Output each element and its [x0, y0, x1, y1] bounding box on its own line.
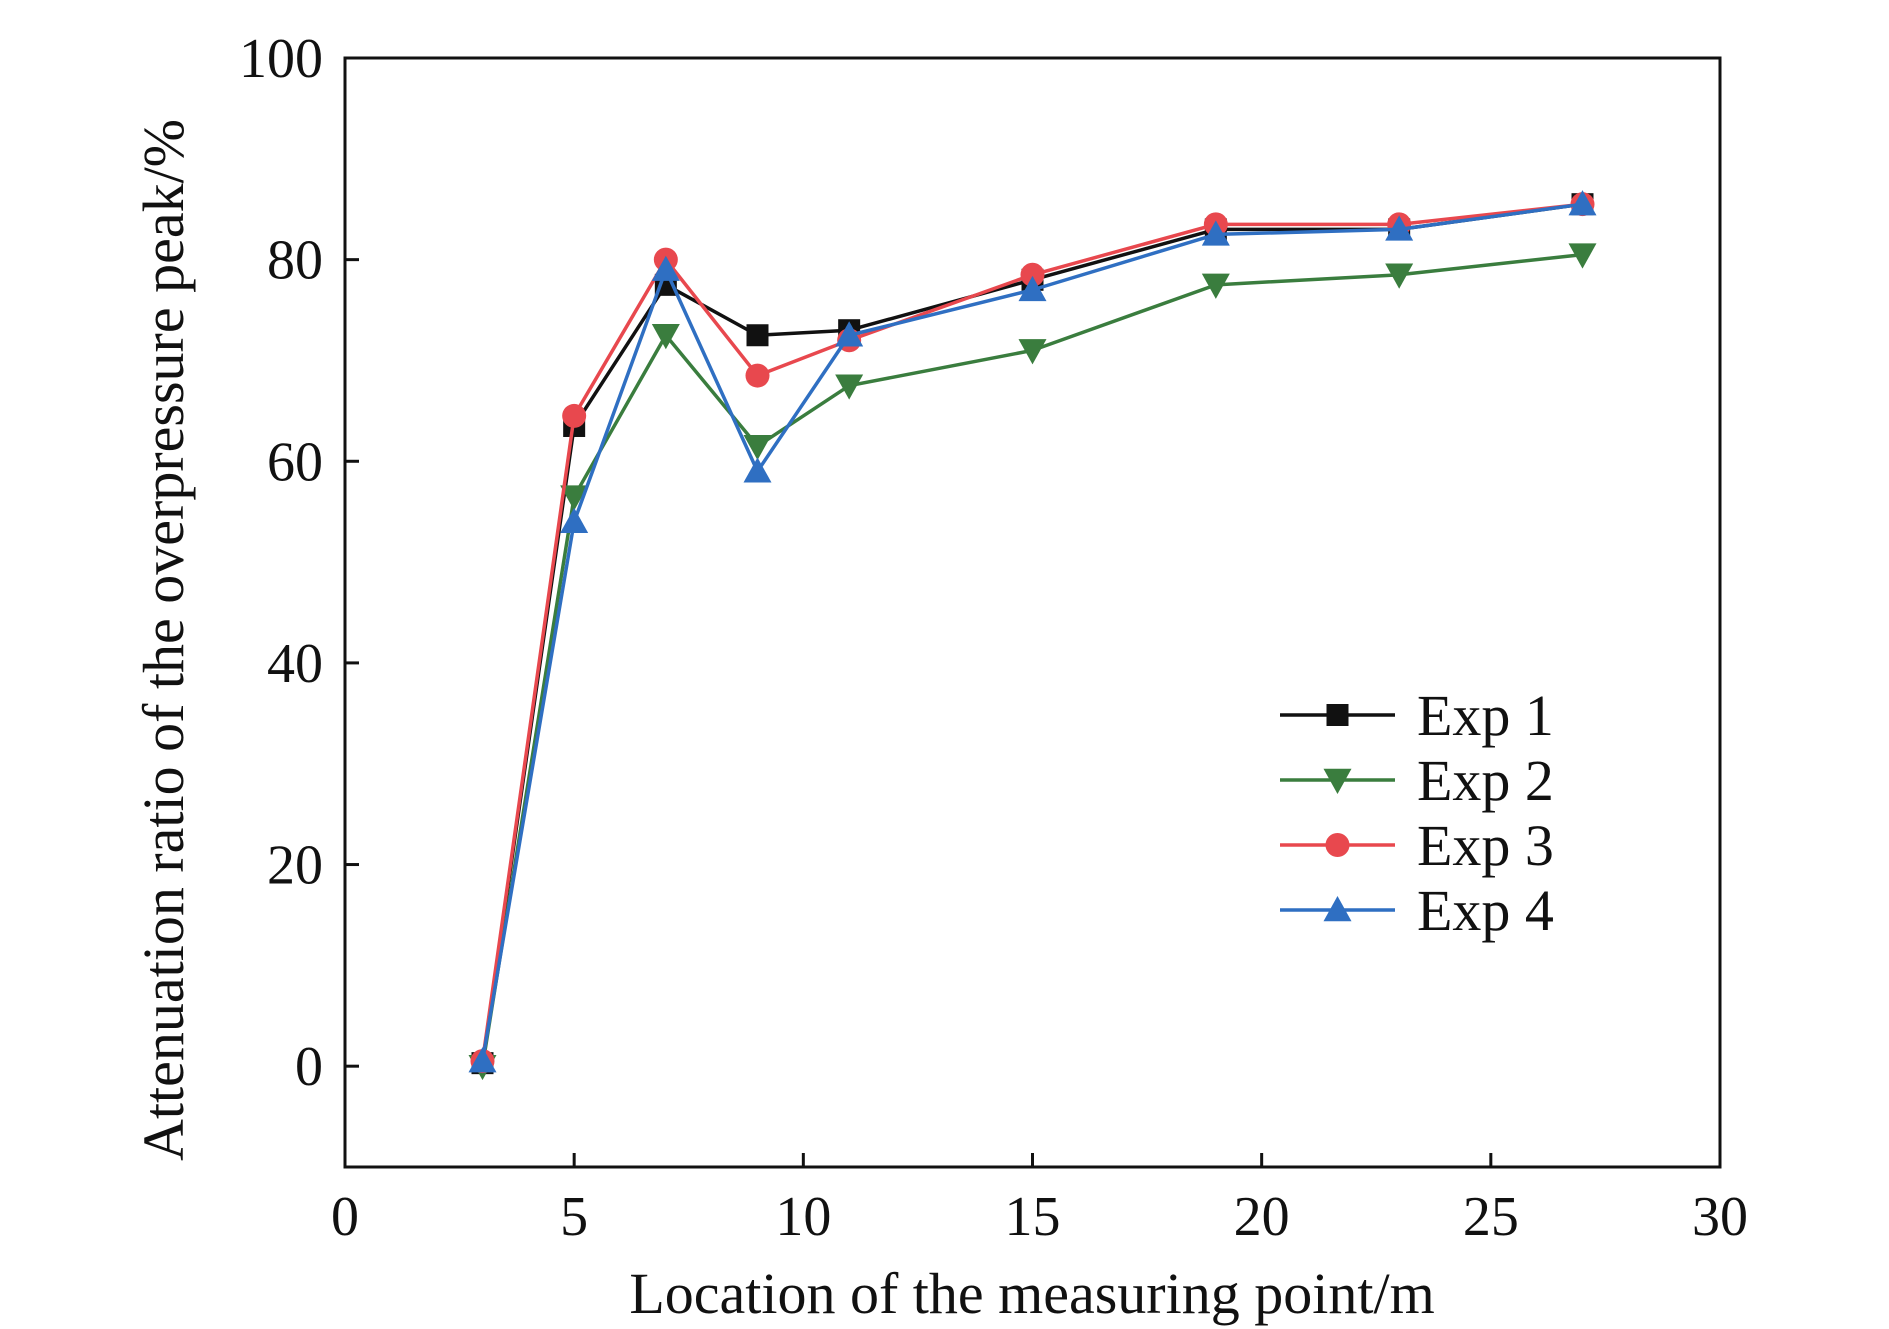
data-point	[1018, 275, 1047, 302]
y-tick-label: 100	[239, 28, 323, 90]
x-tick-label: 25	[1463, 1186, 1519, 1248]
plot-area-frame	[343, 56, 1722, 1169]
series-layer	[468, 190, 1597, 1081]
legend-marker	[1323, 768, 1352, 794]
data-point	[743, 434, 772, 461]
data-point	[745, 363, 770, 388]
data-point	[743, 457, 772, 483]
y-axis-title: Attenuation ratio of the overpressure pe…	[131, 119, 196, 1161]
legend-label: Exp 3	[1417, 813, 1554, 878]
y-tick-label: 80	[267, 230, 323, 292]
legend-item: Exp 3	[1280, 813, 1554, 878]
data-point	[1568, 190, 1597, 216]
data-point	[1201, 220, 1230, 246]
data-point	[651, 255, 680, 281]
legend-marker	[1326, 704, 1349, 726]
legend-label: Exp 4	[1417, 878, 1554, 943]
data-point	[560, 507, 589, 533]
y-tick-label: 60	[267, 431, 323, 493]
y-tick-label: 20	[267, 835, 323, 897]
data-point	[1018, 339, 1047, 365]
x-tick-label: 5	[560, 1186, 588, 1248]
axis-ticks	[343, 56, 1722, 1167]
tick-labels: 0 5 10 15 20 25 30 0 20 40 60 80 100	[239, 28, 1748, 1248]
x-tick-label: 0	[331, 1186, 359, 1248]
data-point	[1568, 243, 1597, 269]
data-point	[835, 321, 864, 347]
legend-item: Exp 2	[1280, 748, 1554, 813]
series-4	[468, 190, 1597, 1073]
y-tick-label: 40	[267, 633, 323, 695]
data-point	[1385, 263, 1414, 289]
series-2	[468, 243, 1597, 1081]
legend-label: Exp 2	[1417, 748, 1554, 813]
legend-marker	[1323, 896, 1352, 922]
data-point	[651, 324, 680, 350]
series-line	[480, 252, 1583, 1067]
y-tick-label: 0	[295, 1036, 323, 1098]
data-point	[746, 324, 769, 347]
data-point	[560, 485, 589, 511]
x-tick-label: 20	[1234, 1186, 1290, 1248]
data-point	[835, 374, 864, 400]
data-point	[468, 1047, 497, 1073]
legend-marker	[1325, 833, 1350, 857]
x-tick-label: 15	[1005, 1186, 1061, 1248]
legend-label: Exp 1	[1417, 683, 1554, 748]
x-tick-label: 10	[775, 1186, 831, 1248]
data-point	[562, 403, 587, 428]
legend-item: Exp 1	[1280, 683, 1554, 748]
x-tick-label: 30	[1692, 1186, 1748, 1248]
legend-item: Exp 4	[1280, 878, 1554, 943]
x-axis-title: Location of the measuring point/m	[629, 1261, 1434, 1326]
data-point	[1201, 273, 1230, 299]
data-point	[1020, 262, 1045, 287]
data-point	[1385, 215, 1414, 241]
